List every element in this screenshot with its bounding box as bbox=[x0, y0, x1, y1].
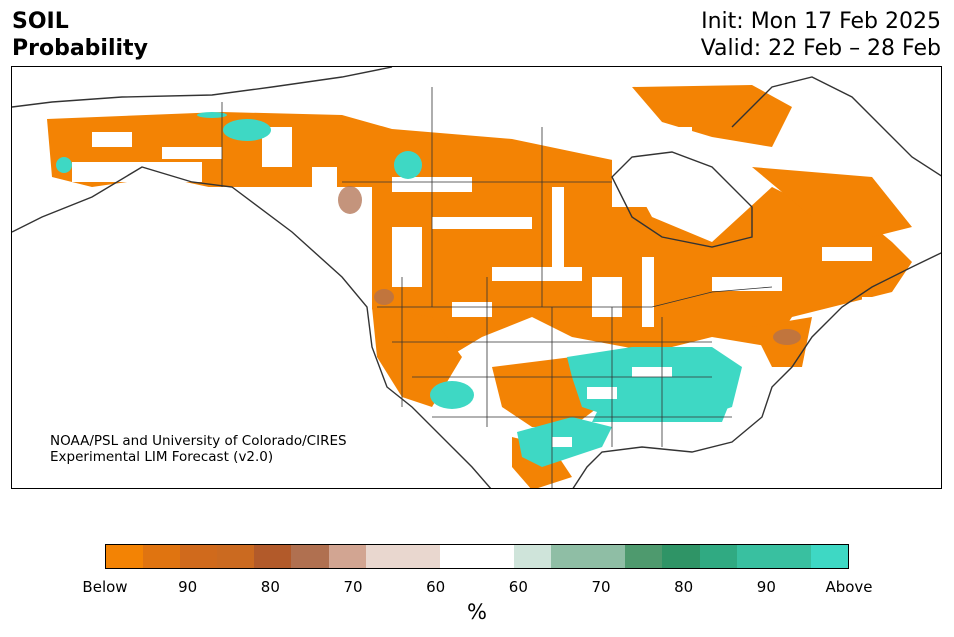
color-bar-segment bbox=[291, 545, 329, 568]
above-normal-regions bbox=[56, 112, 742, 467]
color-bar-segment bbox=[810, 545, 848, 568]
forecast-dates: Init: Mon 17 Feb 2025 Valid: 22 Feb – 28… bbox=[701, 8, 941, 62]
init-date: Init: Mon 17 Feb 2025 bbox=[701, 9, 941, 34]
color-bar-tick-label: Below bbox=[82, 578, 128, 596]
color-bar-segment bbox=[328, 545, 366, 568]
credit-line-1: NOAA/PSL and University of Colorado/CIRE… bbox=[50, 433, 347, 449]
color-bar-tick-label: 60 bbox=[426, 578, 446, 596]
forecast-map: NOAA/PSL and University of Colorado/CIRE… bbox=[11, 66, 942, 489]
credit-text: NOAA/PSL and University of Colorado/CIRE… bbox=[50, 433, 347, 465]
color-bar-tick-label: 80 bbox=[674, 578, 694, 596]
political-borders bbox=[221, 87, 773, 488]
color-bar-segment bbox=[365, 545, 403, 568]
coastlines bbox=[12, 67, 941, 488]
color-bar-segment bbox=[402, 545, 440, 568]
above-gaps bbox=[552, 367, 672, 447]
color-bar-segment bbox=[106, 545, 144, 568]
color-bar-segment bbox=[588, 545, 626, 568]
near-normal-gaps bbox=[12, 127, 941, 488]
title-line-2: Probability bbox=[12, 36, 148, 61]
color-bar-tick-label: 90 bbox=[756, 578, 776, 596]
valid-date: Valid: 22 Feb – 28 Feb bbox=[700, 36, 941, 61]
color-bar-segment bbox=[180, 545, 218, 568]
color-bar-segment bbox=[143, 545, 181, 568]
color-bar-segment bbox=[736, 545, 774, 568]
color-bar-segment bbox=[476, 545, 515, 568]
color-bar-unit: % bbox=[467, 600, 487, 624]
color-bar-tick-label: 70 bbox=[591, 578, 611, 596]
color-bar-tick-label: 90 bbox=[178, 578, 198, 596]
map-canvas bbox=[12, 67, 941, 488]
color-bar bbox=[105, 544, 849, 569]
color-bar-segment bbox=[217, 545, 255, 568]
credit-line-2: Experimental LIM Forecast (v2.0) bbox=[50, 449, 274, 465]
transition-bands bbox=[338, 186, 801, 345]
color-bar-tick-label: 80 bbox=[260, 578, 280, 596]
color-bar-segment bbox=[625, 545, 663, 568]
color-bar-segment bbox=[254, 545, 292, 568]
color-bar-tick-label: 60 bbox=[508, 578, 528, 596]
color-bar-segment bbox=[514, 545, 552, 568]
color-bar-segment bbox=[662, 545, 700, 568]
color-bar-segment bbox=[439, 545, 477, 568]
color-bar-tick-label: 70 bbox=[343, 578, 363, 596]
map-title: SOIL Probability bbox=[12, 8, 148, 62]
color-bar-segment bbox=[551, 545, 589, 568]
color-bar-tick-label: Above bbox=[825, 578, 873, 596]
title-line-1: SOIL bbox=[12, 9, 69, 34]
color-bar-segment bbox=[773, 545, 811, 568]
color-bar-segment bbox=[699, 545, 737, 568]
